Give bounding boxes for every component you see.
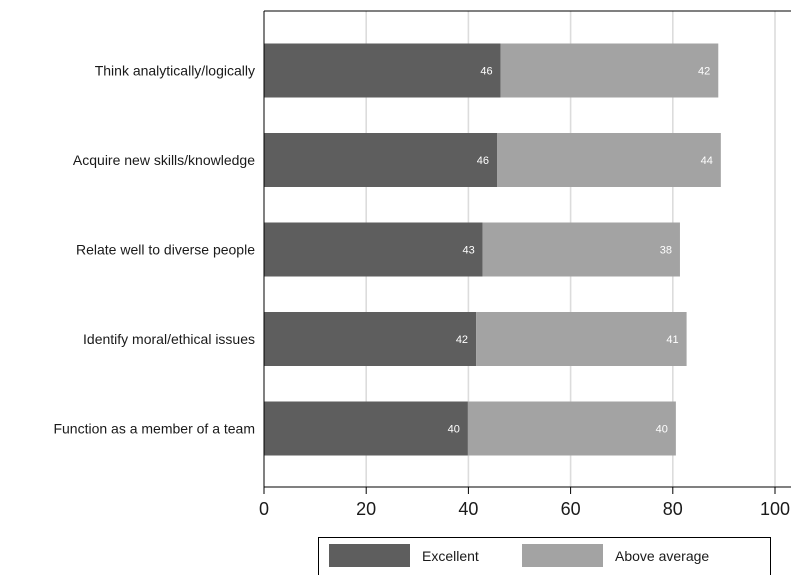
x-tick-label: 60 [561, 499, 581, 519]
category-label: Function as a member of a team [53, 421, 255, 437]
legend-swatch-above-average [522, 544, 603, 567]
bar-value-label: 43 [462, 245, 474, 257]
category-labels: Think analytically/logically Acquire new … [53, 63, 255, 437]
bar-above-average [476, 312, 687, 366]
bar-above-average [497, 133, 721, 187]
legend-label-above-average: Above average [615, 548, 709, 564]
bar-above-average [482, 222, 680, 277]
bar-value-label: 38 [660, 245, 672, 257]
x-tick-label: 20 [356, 499, 376, 519]
bar-value-label: 42 [456, 334, 468, 346]
bar-excellent [264, 43, 501, 98]
legend: Excellent Above average [318, 537, 771, 575]
category-label: Relate well to diverse people [76, 242, 255, 258]
bar-above-average [467, 401, 676, 456]
category-label: Acquire new skills/knowledge [73, 152, 255, 168]
bar-value-label: 46 [477, 155, 489, 167]
x-tick-label: 80 [663, 499, 683, 519]
bar-excellent [264, 312, 477, 366]
bar-value-label: 41 [666, 334, 678, 346]
legend-label-excellent: Excellent [422, 548, 479, 564]
bar-value-label: 40 [448, 424, 460, 436]
legend-swatch-excellent [329, 544, 410, 567]
x-tick-label: 100 [760, 499, 790, 519]
bar-value-label: 46 [480, 66, 492, 78]
bar-excellent [264, 133, 498, 187]
x-tick-label: 40 [458, 499, 478, 519]
category-label: Identify moral/ethical issues [83, 331, 255, 347]
bar-excellent [264, 401, 468, 456]
category-label: Think analytically/logically [95, 63, 255, 79]
bar-excellent [264, 222, 483, 277]
bar-value-label: 42 [698, 66, 710, 78]
bar-value-label: 44 [701, 155, 713, 167]
bar-above-average [500, 43, 719, 98]
bar-value-labels: 46 42 46 44 43 38 42 41 40 40 [448, 66, 713, 436]
x-axis-ticks: 0 20 40 60 80 100 [259, 487, 790, 519]
bar-value-label: 40 [656, 424, 668, 436]
x-tick-label: 0 [259, 499, 269, 519]
bars [264, 43, 721, 456]
